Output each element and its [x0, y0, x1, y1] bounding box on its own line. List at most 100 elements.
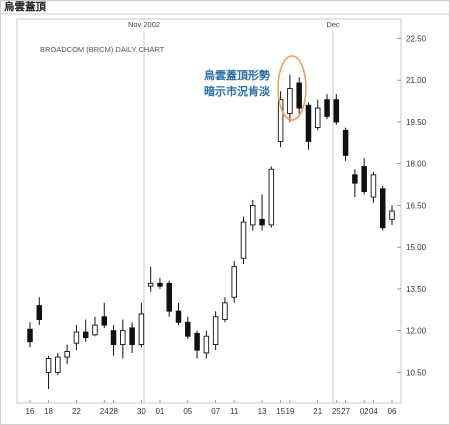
candle	[370, 172, 377, 203]
title-bar: 烏雲蓋頂	[1, 1, 449, 14]
candle-body-down	[352, 174, 358, 184]
candle-body-down	[36, 305, 43, 320]
y-tick-label: 13.50	[406, 285, 427, 294]
candle-body-up	[240, 221, 247, 259]
candle	[250, 199, 256, 231]
candle	[185, 316, 191, 339]
candle	[45, 355, 52, 390]
x-tick-label: 04	[369, 407, 378, 416]
candle-body-down	[259, 218, 265, 226]
candle-body-up	[138, 313, 145, 346]
x-tick-label: 16	[26, 407, 35, 416]
candle-body-down	[157, 282, 163, 287]
candle-body-up	[314, 107, 321, 128]
candle-body-up	[222, 302, 228, 320]
y-tick-label: 22.50	[406, 34, 427, 43]
y-tick-label: 15.00	[406, 243, 427, 252]
candle	[333, 94, 340, 125]
x-tick-label: 25	[332, 407, 341, 416]
month-label: Nov 2002	[128, 20, 160, 29]
candle-body-down	[129, 327, 135, 346]
candle-body-up	[231, 266, 237, 298]
candle-body-down	[296, 82, 302, 109]
y-tick-label: 21.00	[406, 76, 427, 85]
candle	[92, 316, 98, 337]
candle-body-down	[333, 99, 340, 123]
candle	[27, 322, 33, 348]
candle-body-down	[379, 188, 386, 229]
candle	[314, 99, 321, 131]
x-tick-label: 02	[360, 407, 369, 416]
x-tick-label: 24	[100, 407, 109, 416]
y-tick-label: 19.50	[406, 118, 427, 127]
candle	[268, 166, 275, 228]
annotation-line-2: 暗示市況肯淡	[204, 84, 271, 98]
candle-body-up	[203, 335, 210, 354]
candle	[82, 319, 89, 342]
x-tick-label: 07	[211, 407, 220, 416]
candle	[101, 302, 108, 328]
candle	[110, 325, 117, 356]
candle	[231, 261, 237, 303]
candle-body-up	[370, 174, 377, 198]
candle	[222, 297, 228, 323]
candle-body-down	[175, 310, 182, 323]
candle-body-down	[194, 332, 200, 351]
x-tick-label: 19	[285, 407, 294, 416]
candle	[361, 158, 367, 195]
candle-body-down	[166, 282, 172, 312]
page-title: 烏雲蓋頂	[4, 1, 46, 13]
candle-body-down	[324, 99, 330, 117]
candle	[64, 344, 70, 365]
x-tick-label: 28	[109, 407, 118, 416]
candle-body-up	[45, 358, 52, 373]
candle-body-down	[110, 330, 117, 346]
candle	[166, 280, 172, 317]
candle-body-up	[268, 168, 275, 226]
x-tick-label: 06	[388, 407, 397, 416]
candle	[194, 330, 200, 359]
candle	[120, 319, 126, 359]
candle	[129, 322, 135, 353]
x-tick-label: 15	[276, 407, 285, 416]
x-tick-label: 18	[44, 407, 53, 416]
candle	[36, 297, 43, 326]
candle-body-up	[287, 88, 293, 115]
y-tick-label: 10.50	[406, 368, 427, 377]
x-axis: 16 18 22 24 28 30 01 05 07 11 13 15 19 21 25 27 02 04 06	[26, 400, 397, 416]
y-tick-label: 18.00	[406, 160, 427, 169]
candle	[305, 102, 312, 150]
candle	[287, 74, 293, 122]
x-tick-label: 21	[313, 407, 322, 416]
candle	[138, 302, 145, 348]
highlight-ellipse	[277, 55, 307, 121]
x-tick-label: 13	[258, 407, 267, 416]
candle	[389, 205, 395, 225]
candle-body-up	[277, 99, 284, 142]
candle-body-up	[250, 204, 256, 226]
candle-body-down	[305, 104, 312, 142]
candle	[277, 91, 284, 147]
candle	[175, 302, 182, 326]
candle	[296, 77, 302, 114]
candle-body-down	[101, 316, 108, 326]
y-tick-label: 12.00	[406, 327, 427, 336]
x-tick-label: 27	[341, 407, 350, 416]
candle-body-up	[389, 210, 395, 220]
candle-body-up	[73, 331, 80, 344]
candle-body-down	[185, 321, 191, 337]
candle	[73, 325, 80, 351]
candle	[203, 330, 210, 359]
x-tick-label: 30	[137, 407, 146, 416]
candle	[212, 311, 219, 351]
candle-body-up	[212, 316, 219, 346]
candle	[240, 216, 247, 264]
candle	[55, 352, 61, 376]
x-tick-label: 05	[183, 407, 192, 416]
candles	[27, 74, 395, 390]
candle-body-up	[64, 351, 70, 358]
candle	[324, 94, 330, 120]
candle-body-up	[55, 356, 61, 373]
x-tick-label: 01	[155, 407, 164, 416]
annotation-line-1: 烏雲蓋頂形勢	[204, 68, 270, 82]
